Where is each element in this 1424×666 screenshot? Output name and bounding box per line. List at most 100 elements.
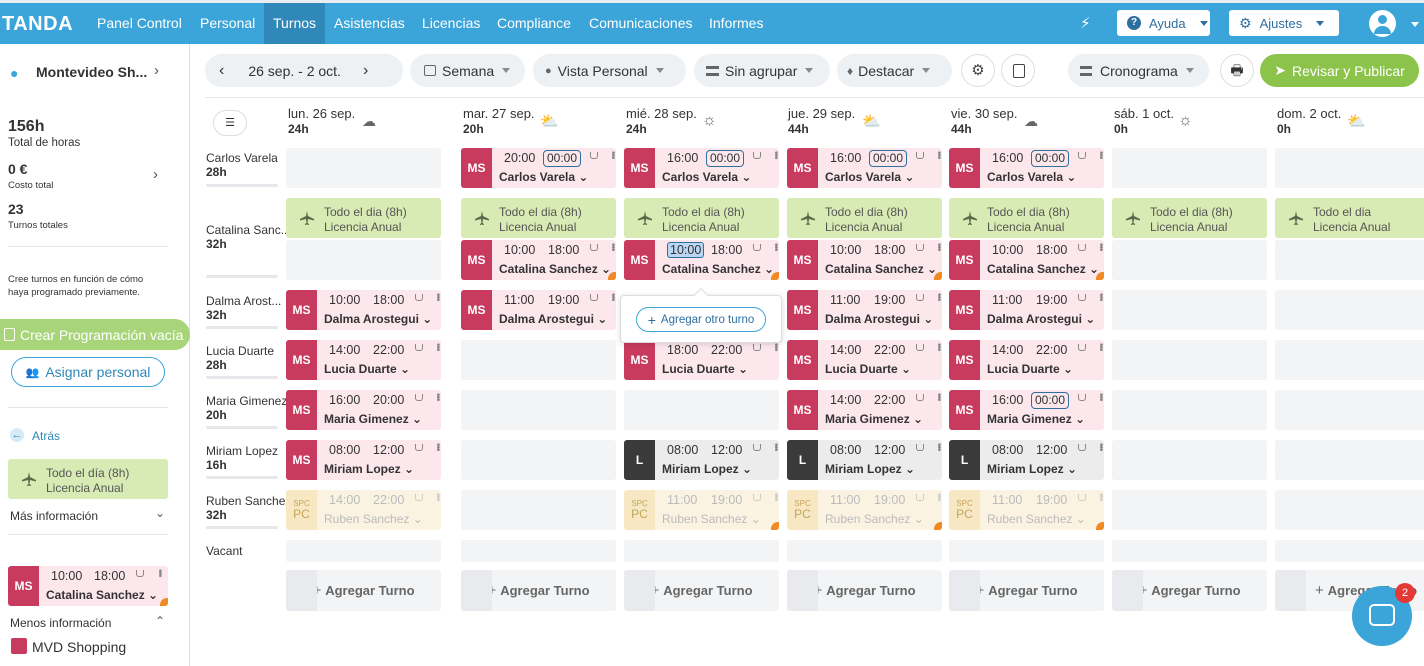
shift-start-time[interactable]: 11:00 — [504, 293, 535, 307]
shift-end-time[interactable]: 00:00 — [706, 150, 745, 167]
print-button[interactable]: 🖶 — [1220, 54, 1254, 87]
shift-card[interactable]: MS 14:00 22:00 ••• Maria Gimenez ⌄ — [787, 390, 942, 430]
more-vertical-icon[interactable]: ••• — [1095, 243, 1104, 251]
date-range-selector[interactable]: ‹ 26 sep. - 2 oct. › — [205, 54, 403, 87]
shift-end-time[interactable]: 12:00 — [1036, 443, 1068, 457]
vacant-cell[interactable] — [1112, 540, 1267, 562]
shift-end-time[interactable]: 22:00 — [373, 343, 405, 357]
settings-gear-button[interactable]: ⚙ — [961, 54, 995, 87]
leave-card[interactable]: Todo el dia (8h) Licencia Anual — [949, 198, 1104, 238]
shift-end[interactable]: 18:00 — [94, 569, 126, 583]
more-vertical-icon[interactable]: ••• — [1095, 343, 1104, 351]
leave-card[interactable]: Todo el dia (8h) Licencia Anual — [286, 198, 441, 238]
shift-end-time[interactable]: 19:00 — [1036, 493, 1068, 507]
shift-card[interactable]: MS 18:00 22:00 ••• Lucia Duarte ⌄ — [624, 340, 779, 380]
create-empty-schedule-button[interactable]: Crear Programación vacía — [0, 319, 190, 350]
staff-row-catalina[interactable]: Catalina Sanc... 32h — [206, 223, 291, 251]
shift-start-time[interactable]: 10:00 — [329, 293, 361, 307]
more-vertical-icon[interactable]: ••• — [933, 343, 942, 351]
group-dropdown[interactable]: Sin agrupar — [694, 54, 830, 87]
shift-card[interactable]: MS 14:00 22:00 ••• Lucia Duarte ⌄ — [787, 340, 942, 380]
shift-start-time[interactable]: 16:00 — [992, 393, 1024, 407]
shift-start-time[interactable]: 16:00 — [830, 151, 862, 165]
staff-row-ruben[interactable]: Ruben Sanchez 32h — [206, 494, 292, 522]
nav-personal[interactable]: Personal — [200, 15, 256, 31]
chevron-right-icon[interactable]: › — [153, 166, 158, 183]
tanda-logo[interactable]: TANDA — [2, 13, 74, 35]
nav-asistencias[interactable]: Asistencias — [334, 15, 405, 31]
nav-compliance[interactable]: Compliance — [497, 15, 571, 31]
shift-start-time[interactable]: 08:00 — [329, 443, 361, 457]
shift-start-time[interactable]: 11:00 — [992, 493, 1023, 507]
vacant-cell[interactable] — [286, 540, 441, 562]
placeholder-shift-card[interactable]: SPC PC 11:00 19:00 ••• Ruben Sanchez ⌄ — [624, 490, 779, 530]
shift-card[interactable]: MS 10:00 18:00 ••• Catalina Sanchez ⌄ — [624, 240, 779, 280]
add-shift-button[interactable]: +Agregar Turno — [286, 570, 441, 611]
chevron-left-icon[interactable]: ‹ — [219, 61, 225, 79]
shift-end-time[interactable]: 22:00 — [711, 343, 743, 357]
location-name[interactable]: Montevideo Sh... — [36, 64, 148, 80]
shift-end-time[interactable]: 20:00 — [373, 393, 405, 407]
shift-start[interactable]: 10:00 — [51, 569, 83, 583]
empty-cell[interactable] — [461, 390, 616, 430]
help-button[interactable]: ? Ayuda — [1117, 10, 1210, 36]
shift-start-time[interactable]: 14:00 — [830, 393, 862, 407]
shift-card[interactable]: MS 08:00 12:00 ••• Miriam Lopez ⌄ — [286, 440, 441, 480]
placeholder-shift-card[interactable]: SPC PC 14:00 22:00 ••• Ruben Sanchez ⌄ — [286, 490, 441, 530]
empty-cell[interactable] — [1112, 390, 1267, 430]
shift-start-time[interactable]: 10:00 — [667, 242, 705, 258]
week-dropdown[interactable]: Semana — [410, 54, 525, 87]
nav-turnos[interactable]: Turnos — [273, 15, 317, 31]
empty-cell[interactable] — [1112, 148, 1267, 188]
shift-end-time[interactable]: 18:00 — [711, 243, 743, 257]
more-vertical-icon[interactable]: ••• — [1095, 393, 1104, 401]
nav-informes[interactable]: Informes — [709, 15, 764, 31]
chevron-up-icon[interactable]: ⌃ — [155, 614, 166, 628]
more-info-toggle[interactable]: Más información — [10, 509, 99, 523]
add-shift-button[interactable]: +Agregar Turno — [787, 570, 942, 611]
shift-start-time[interactable]: 11:00 — [992, 293, 1023, 307]
empty-cell[interactable] — [1112, 240, 1267, 280]
shift-start-time[interactable]: 16:00 — [992, 151, 1024, 165]
vacant-cell[interactable] — [949, 540, 1104, 562]
shift-end-time[interactable]: 18:00 — [874, 243, 906, 257]
empty-cell[interactable] — [1275, 148, 1424, 188]
empty-cell[interactable] — [286, 240, 441, 280]
shift-card[interactable]: MS 16:00 00:00 ••• Maria Gimenez ⌄ — [949, 390, 1104, 430]
add-shift-button[interactable]: +Agregar Turno — [1112, 570, 1267, 611]
more-vertical-icon[interactable]: ••• — [933, 393, 942, 401]
empty-cell[interactable] — [1275, 340, 1424, 380]
more-vertical-icon[interactable]: ••• — [1095, 443, 1104, 451]
empty-cell[interactable] — [1112, 490, 1267, 530]
more-vertical-icon[interactable]: ••• — [1095, 493, 1104, 501]
shift-start-time[interactable]: 11:00 — [667, 493, 698, 507]
shift-card[interactable]: MS 10:00 18:00 ••• Catalina Sanchez ⌄ — [461, 240, 616, 280]
shift-start-time[interactable]: 08:00 — [992, 443, 1024, 457]
shift-end-time[interactable]: 19:00 — [548, 293, 580, 307]
shift-end-time[interactable]: 19:00 — [711, 493, 743, 507]
empty-cell[interactable] — [1275, 290, 1424, 330]
review-publish-button[interactable]: ➤ Revisar y Publicar — [1260, 54, 1419, 87]
more-vertical-icon[interactable]: ••• — [933, 293, 942, 301]
add-shift-button[interactable]: +Agregar Turno — [461, 570, 616, 611]
vacant-cell[interactable] — [787, 540, 942, 562]
shift-end-time[interactable]: 19:00 — [874, 293, 906, 307]
add-shift-button[interactable]: +Agregar Turno — [949, 570, 1104, 611]
shift-end-time[interactable]: 12:00 — [711, 443, 743, 457]
more-vertical-icon[interactable]: ••• — [770, 243, 779, 251]
shift-start-time[interactable]: 16:00 — [329, 393, 361, 407]
shift-end-time[interactable]: 00:00 — [543, 150, 582, 167]
shift-start-time[interactable]: 16:00 — [667, 151, 699, 165]
shift-card[interactable]: L 08:00 12:00 ••• Miriam Lopez ⌄ — [949, 440, 1104, 480]
more-vertical-icon[interactable]: ••• — [607, 151, 616, 159]
empty-cell[interactable] — [1275, 440, 1424, 480]
more-vertical-icon[interactable]: ••• — [770, 443, 779, 451]
more-vertical-icon[interactable]: ••• — [432, 343, 441, 351]
shift-end-time[interactable]: 00:00 — [1031, 150, 1070, 167]
placeholder-shift-card[interactable]: SPC PC 11:00 19:00 ••• Ruben Sanchez ⌄ — [949, 490, 1104, 530]
shift-card[interactable]: MS 10:00 18:00 ••• Catalina Sanchez ⌄ — [949, 240, 1104, 280]
shift-card[interactable]: MS 16:00 00:00 ••• Carlos Varela ⌄ — [624, 148, 779, 188]
shift-end-time[interactable]: 22:00 — [874, 343, 906, 357]
add-other-shift-button[interactable]: + Agregar otro turno — [636, 307, 766, 332]
shift-start-time[interactable]: 10:00 — [504, 243, 536, 257]
